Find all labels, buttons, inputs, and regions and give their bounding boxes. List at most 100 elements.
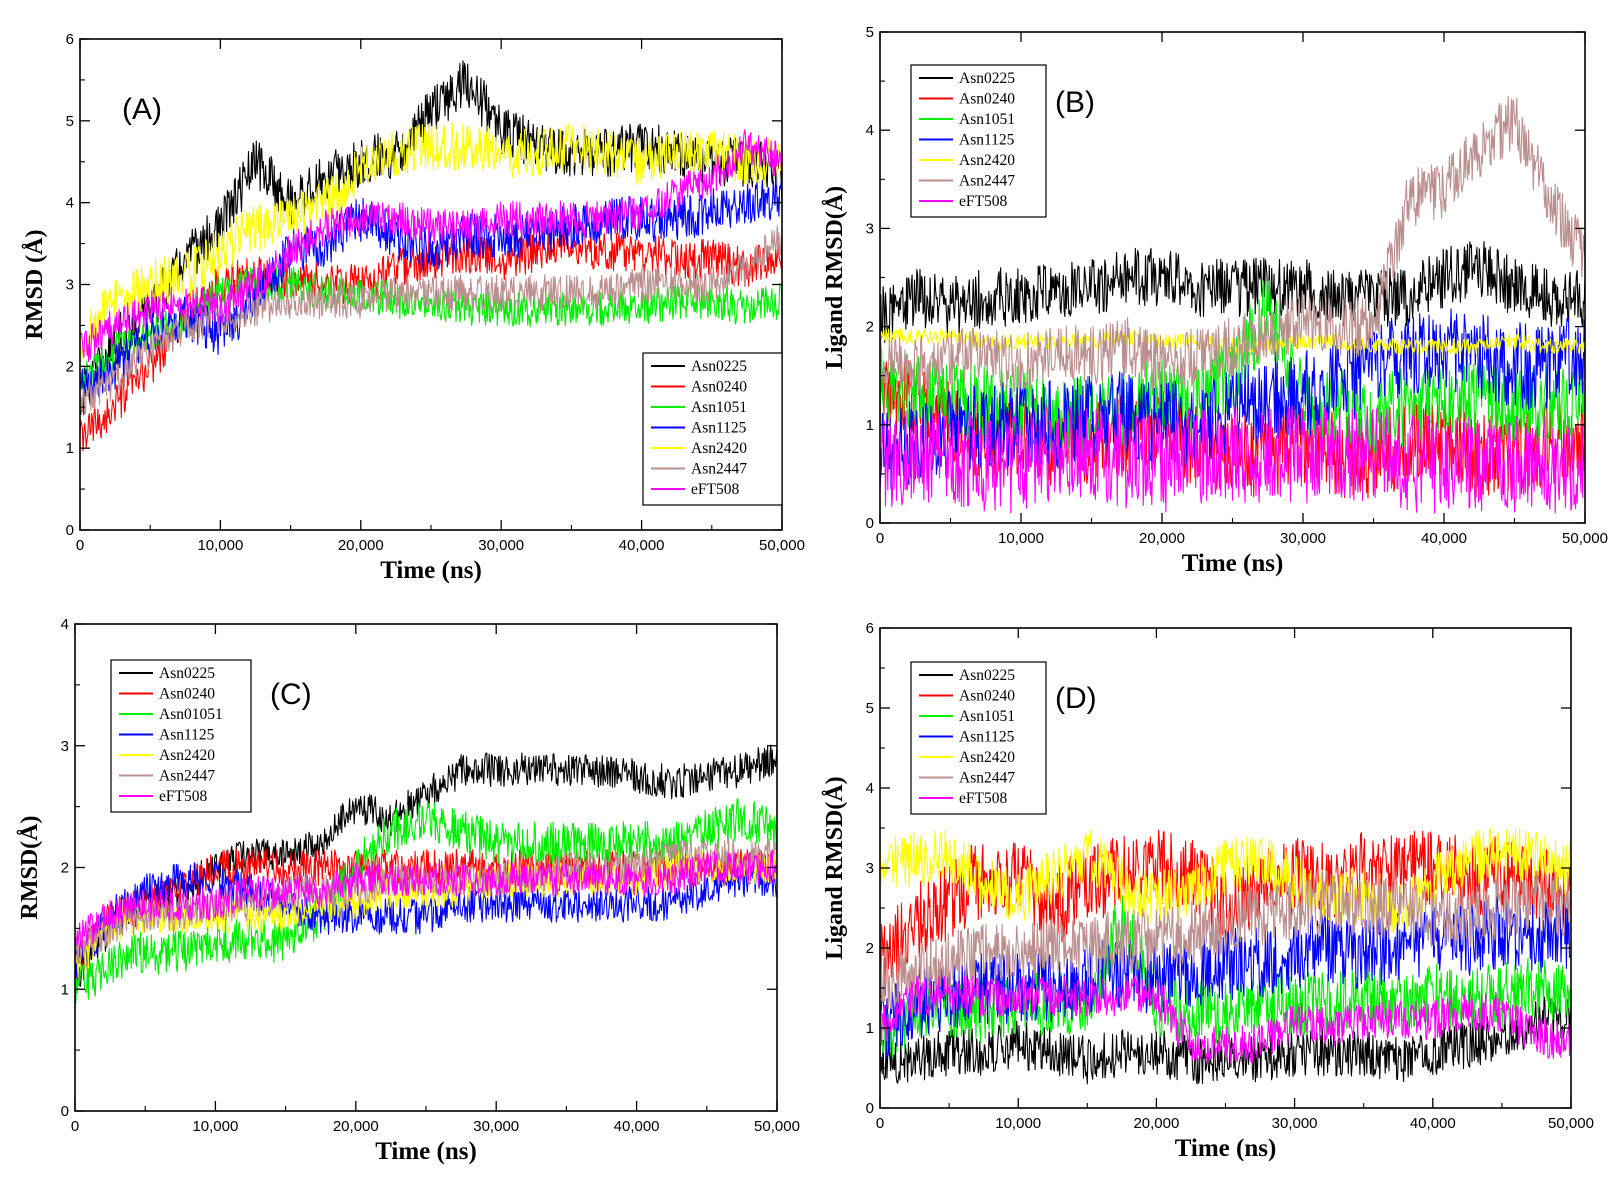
legend-label: eFT508 bbox=[959, 193, 1007, 210]
legend-label: Asn0240 bbox=[691, 379, 747, 396]
legend: Asn0225 Asn0240 Asn1051 Asn1125 Asn2420 Asn24… bbox=[910, 661, 1047, 815]
series-line-asn2447 bbox=[880, 870, 1571, 1010]
legend-label: Asn1051 bbox=[959, 111, 1015, 128]
y-tick-label: 4 bbox=[866, 780, 874, 797]
x-axis-title: Time (ns) bbox=[1175, 1135, 1277, 1162]
y-tick-label: 5 bbox=[866, 24, 874, 41]
legend-box bbox=[910, 64, 1047, 218]
series-line-asn2420 bbox=[80, 121, 782, 361]
series-line-asn2420 bbox=[880, 827, 1571, 934]
legend-label: Asn1051 bbox=[691, 399, 747, 416]
panel-a: 0 10,000 20,000 30,000 40,000 50,000 0 1 2 3 4 5 6 Ti… bbox=[22, 31, 805, 584]
series-line-asn2447 bbox=[880, 96, 1585, 395]
legend-label: eFT508 bbox=[691, 481, 739, 498]
series-group bbox=[880, 827, 1571, 1085]
y-tick-label: 2 bbox=[61, 860, 69, 877]
y-tick-label: 3 bbox=[866, 860, 874, 877]
legend-label: Asn0240 bbox=[959, 91, 1015, 108]
series-group bbox=[75, 744, 777, 1004]
y-tick-label: 0 bbox=[66, 522, 74, 539]
legend-label: Asn2447 bbox=[159, 768, 215, 785]
legend-label: Asn0225 bbox=[691, 358, 747, 375]
series-line-asn1125 bbox=[75, 860, 777, 979]
series-line-asn1051 bbox=[80, 266, 782, 394]
legend-label: Asn2447 bbox=[959, 770, 1015, 787]
legend-box bbox=[910, 661, 1047, 815]
y-tick-label: 2 bbox=[866, 940, 874, 957]
legend-label: Asn2420 bbox=[959, 749, 1015, 766]
x-tick-label: 20,000 bbox=[1133, 1115, 1179, 1132]
legend-label: Asn0240 bbox=[959, 688, 1015, 705]
legend-label: Asn2447 bbox=[959, 173, 1015, 190]
y-tick-label: 3 bbox=[866, 220, 874, 237]
legend: Asn0225 Asn0240 Asn01051 Asn1125 Asn2420 Asn2… bbox=[110, 659, 252, 813]
legend-label: Asn0240 bbox=[159, 686, 215, 703]
y-axis-title: Ligand RMSD(Å) bbox=[822, 776, 848, 959]
x-axis-title: Time (ns) bbox=[1182, 550, 1284, 577]
x-tick-label: 20,000 bbox=[333, 1118, 379, 1135]
series-line-asn0240 bbox=[80, 225, 782, 452]
x-axis-title: Time (ns) bbox=[380, 557, 482, 584]
y-tick-label: 1 bbox=[866, 1020, 874, 1037]
y-tick-label: 5 bbox=[66, 113, 74, 130]
y-axis-title: Ligand RMSD(Å) bbox=[822, 186, 848, 369]
series-line-eft508 bbox=[880, 404, 1585, 514]
y-tick-label: 6 bbox=[866, 620, 874, 637]
legend-label: Asn1125 bbox=[691, 420, 747, 437]
x-tick-label: 40,000 bbox=[1421, 530, 1467, 547]
series-group bbox=[80, 60, 782, 452]
series-line-asn01051 bbox=[75, 798, 777, 1004]
x-tick-label: 40,000 bbox=[614, 1118, 660, 1135]
panel-label: (C) bbox=[270, 678, 312, 711]
panel-d: 0 10,000 20,000 30,000 40,000 50,000 0 1 2 3 4 5 6 Ti… bbox=[822, 620, 1594, 1162]
legend-label: Asn1051 bbox=[959, 708, 1015, 725]
x-tick-label: 20,000 bbox=[1139, 530, 1185, 547]
x-tick-label: 0 bbox=[71, 1118, 79, 1135]
legend-label: eFT508 bbox=[159, 788, 207, 805]
y-tick-label: 4 bbox=[866, 122, 874, 139]
x-tick-label: 30,000 bbox=[478, 537, 524, 554]
x-tick-label: 10,000 bbox=[998, 530, 1044, 547]
x-axis-title: Time (ns) bbox=[375, 1138, 477, 1165]
series-line-eft508 bbox=[80, 129, 782, 363]
panel-label: (B) bbox=[1055, 86, 1095, 119]
y-tick-label: 0 bbox=[61, 1103, 69, 1120]
series-line-asn0225 bbox=[880, 240, 1585, 346]
legend-box bbox=[110, 659, 252, 813]
legend-box bbox=[642, 352, 783, 506]
series-group bbox=[880, 96, 1585, 514]
legend-label: Asn1125 bbox=[959, 729, 1015, 746]
x-tick-label: 40,000 bbox=[619, 537, 665, 554]
x-tick-label: 50,000 bbox=[1548, 1115, 1594, 1132]
y-axis-title: RMSD(Å) bbox=[17, 816, 43, 920]
legend-label: Asn1125 bbox=[159, 727, 215, 744]
x-tick-label: 50,000 bbox=[754, 1118, 800, 1135]
y-tick-label: 2 bbox=[866, 319, 874, 336]
panel-b: 0 10,000 20,000 30,000 40,000 50,000 0 1 2 3 4 5 Tim… bbox=[822, 24, 1608, 577]
x-tick-label: 40,000 bbox=[1410, 1115, 1456, 1132]
x-tick-label: 10,000 bbox=[197, 537, 243, 554]
legend-label: Asn1125 bbox=[959, 132, 1015, 149]
panel-label: (D) bbox=[1055, 682, 1097, 715]
y-tick-label: 3 bbox=[66, 277, 74, 294]
y-tick-label: 5 bbox=[866, 700, 874, 717]
legend-label: Asn2420 bbox=[959, 152, 1015, 169]
legend: Asn0225 Asn0240 Asn1051 Asn1125 Asn2420 Asn24… bbox=[910, 64, 1047, 218]
y-tick-label: 4 bbox=[66, 195, 74, 212]
x-tick-label: 30,000 bbox=[1272, 1115, 1318, 1132]
series-line-eft508 bbox=[75, 849, 777, 950]
legend-label: Asn0225 bbox=[959, 667, 1015, 684]
y-tick-label: 1 bbox=[866, 417, 874, 434]
series-line-asn2447 bbox=[80, 225, 782, 415]
y-tick-label: 1 bbox=[61, 981, 69, 998]
y-tick-label: 4 bbox=[61, 616, 69, 633]
legend-label: Asn2420 bbox=[691, 440, 747, 457]
series-line-eft508 bbox=[880, 975, 1571, 1064]
y-tick-label: 2 bbox=[66, 358, 74, 375]
panel-c: 0 10,000 20,000 30,000 40,000 50,000 0 1 2 3 4 Time… bbox=[17, 616, 800, 1165]
x-tick-label: 0 bbox=[876, 1115, 884, 1132]
y-axis-title: RMSD (Å) bbox=[22, 230, 48, 340]
x-tick-label: 20,000 bbox=[338, 537, 384, 554]
x-tick-label: 50,000 bbox=[1562, 530, 1608, 547]
